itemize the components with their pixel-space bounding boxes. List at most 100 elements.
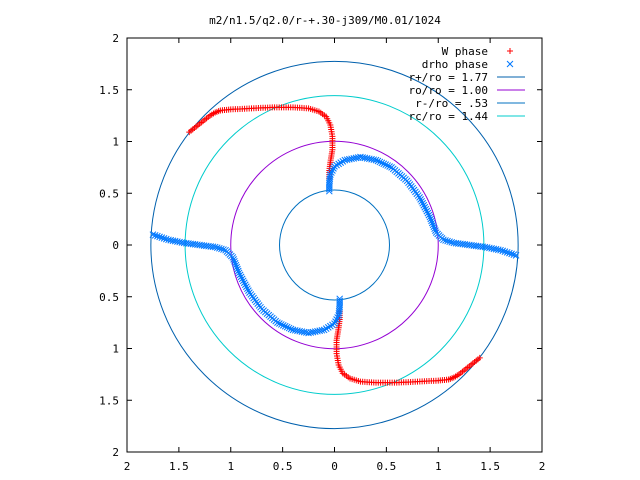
data-point xyxy=(245,287,252,294)
legend-marker xyxy=(506,60,514,68)
data-point xyxy=(167,236,175,244)
data-point xyxy=(233,263,241,271)
circle-2 xyxy=(279,189,390,301)
data-point xyxy=(378,159,386,167)
data-point xyxy=(508,250,515,258)
x-tick-label: 2 xyxy=(539,460,546,473)
data-point xyxy=(370,156,378,164)
data-point xyxy=(160,234,168,242)
data-point xyxy=(431,225,438,233)
data-point xyxy=(427,215,435,223)
data-point xyxy=(503,249,511,256)
y-tick-label: 1.5 xyxy=(99,84,119,97)
legend-label: rc/ro = 1.44 xyxy=(409,110,489,123)
data-point xyxy=(230,256,237,263)
data-point xyxy=(499,247,507,255)
data-point xyxy=(372,156,380,164)
data-point xyxy=(241,281,249,289)
markers-layer xyxy=(149,104,520,386)
data-point xyxy=(231,257,238,265)
data-point xyxy=(418,197,426,205)
legend-label: W phase xyxy=(442,45,488,58)
data-point xyxy=(215,244,223,252)
data-point xyxy=(220,246,227,253)
data-point xyxy=(430,223,438,231)
x-tick-label: 2 xyxy=(124,460,131,473)
data-point xyxy=(162,235,170,243)
y-tick-label: 2 xyxy=(112,32,119,45)
legend-label: r-/ro = .53 xyxy=(415,97,488,110)
y-tick-label: 0 xyxy=(112,239,119,252)
data-point xyxy=(426,213,434,221)
data-point xyxy=(222,246,229,254)
y-tick-label: 0.5 xyxy=(99,291,119,304)
x-tick-label: 0 xyxy=(331,460,338,473)
data-point xyxy=(428,217,435,225)
data-point xyxy=(326,171,334,178)
data-point xyxy=(329,167,336,174)
data-point xyxy=(238,275,246,283)
x-tick-label: 0.5 xyxy=(273,460,293,473)
data-point xyxy=(506,249,513,257)
data-point xyxy=(287,325,295,333)
data-point xyxy=(242,283,250,291)
x-tick-label: 0.5 xyxy=(376,460,396,473)
data-point xyxy=(424,209,432,217)
data-point xyxy=(417,196,424,203)
data-point xyxy=(279,321,287,329)
data-point xyxy=(384,162,392,169)
data-point xyxy=(231,259,239,267)
data-point xyxy=(276,320,283,327)
data-point xyxy=(376,158,384,166)
data-point xyxy=(236,271,244,279)
data-point xyxy=(416,194,423,201)
data-point xyxy=(512,251,520,259)
data-point xyxy=(446,238,454,246)
data-point xyxy=(232,261,240,269)
data-point xyxy=(428,219,436,227)
data-point xyxy=(154,232,161,240)
data-point xyxy=(429,221,437,229)
x-tick-label: 1 xyxy=(227,460,234,473)
y-tick-label: 1.5 xyxy=(99,394,119,407)
data-point xyxy=(422,205,430,213)
data-point xyxy=(494,246,502,254)
y-tick-label: 1 xyxy=(112,343,119,356)
data-point xyxy=(386,163,393,170)
data-point xyxy=(432,227,439,234)
data-point xyxy=(218,245,225,253)
data-point xyxy=(440,236,447,244)
data-point xyxy=(326,173,334,181)
data-point xyxy=(165,236,172,244)
data-point xyxy=(149,231,157,239)
data-point xyxy=(335,312,343,319)
data-point xyxy=(497,246,504,254)
data-point xyxy=(335,309,343,317)
data-point xyxy=(289,326,297,334)
x-tick-label: 1 xyxy=(435,460,442,473)
x-tick-label: 1.5 xyxy=(480,460,500,473)
series-1-points xyxy=(149,153,520,337)
legend-label: r+/ro = 1.77 xyxy=(409,71,488,84)
data-point xyxy=(158,234,166,241)
series-0-points xyxy=(186,104,483,386)
data-point xyxy=(234,267,242,275)
data-point xyxy=(328,169,335,176)
data-point xyxy=(151,232,159,239)
data-point xyxy=(425,211,433,219)
data-point xyxy=(333,316,340,323)
data-point xyxy=(281,322,289,330)
data-point xyxy=(421,203,429,211)
data-point xyxy=(246,289,253,296)
data-point xyxy=(237,273,245,281)
data-point xyxy=(243,285,251,293)
data-point xyxy=(285,324,293,332)
data-point xyxy=(374,157,382,165)
data-point xyxy=(234,265,241,273)
chart-title: m2/n1.5/q2.0/r-+.30-j309/M0.01/1024 xyxy=(209,14,441,27)
legend-label: ro/ro = 1.00 xyxy=(409,84,488,97)
circle-0 xyxy=(150,60,519,430)
data-point xyxy=(420,201,428,209)
